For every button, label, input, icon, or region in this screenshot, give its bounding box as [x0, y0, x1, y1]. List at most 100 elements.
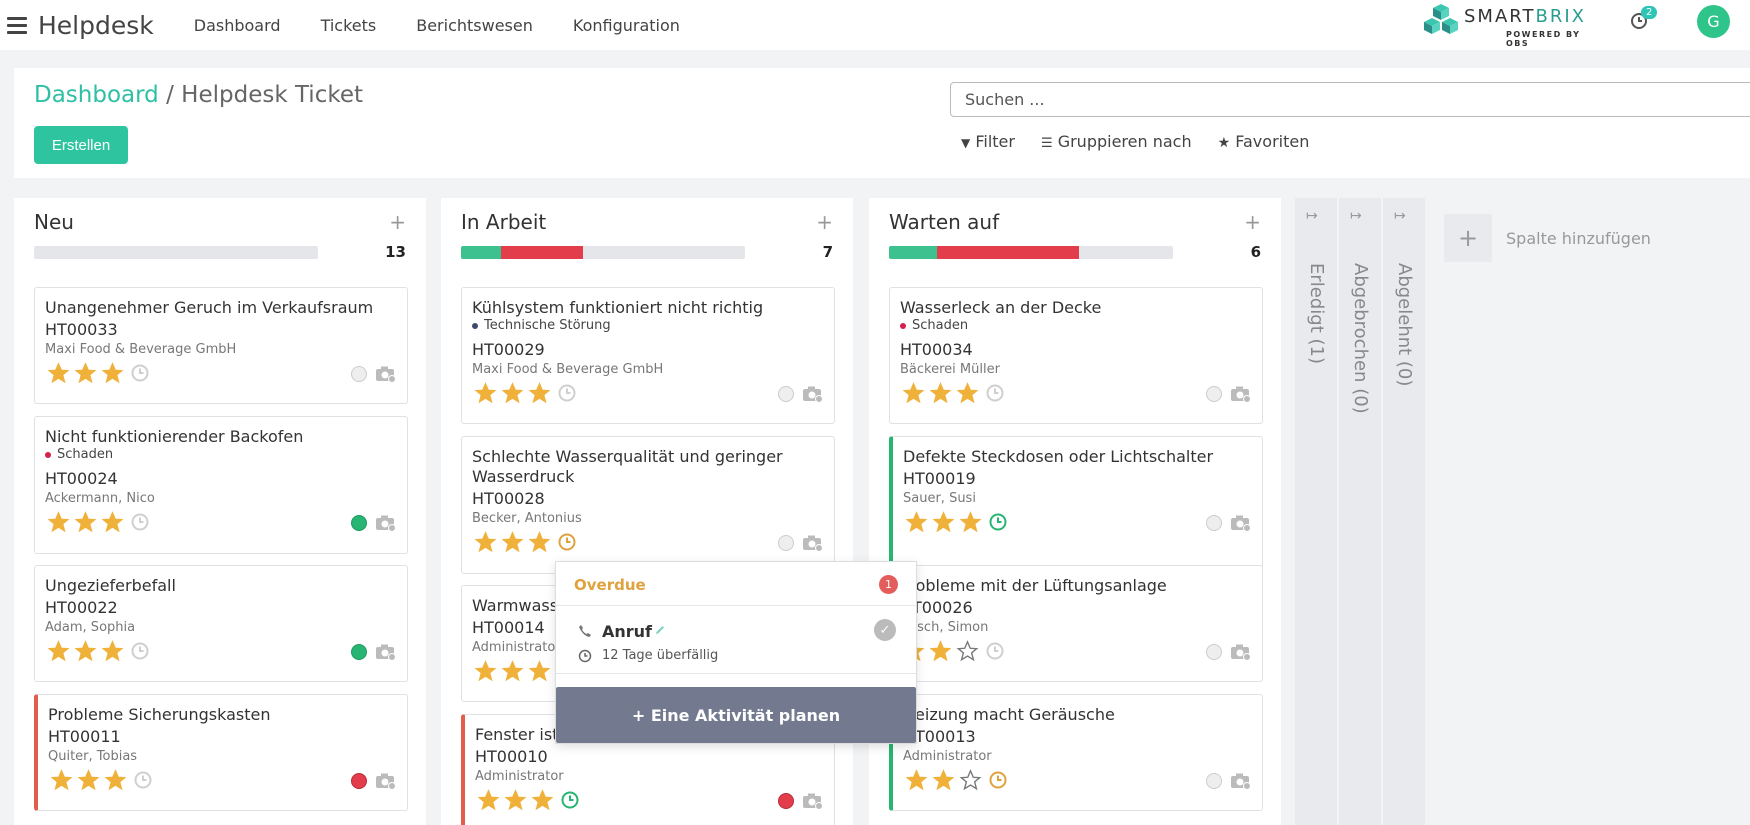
progress-green-segment[interactable]: [461, 246, 501, 259]
ticket-card[interactable]: Kühlsystem funktioniert nicht richtig Tec…: [461, 287, 835, 424]
ticket-card[interactable]: Ungezieferbefall HT00022 Adam, Sophia: [34, 565, 408, 682]
priority-star-icon[interactable]: [102, 769, 129, 791]
priority-star-icon[interactable]: [526, 660, 553, 682]
camera-icon[interactable]: [375, 514, 397, 532]
breadcrumb-dashboard-link[interactable]: Dashboard: [34, 82, 159, 108]
kanban-state-dot[interactable]: [1206, 515, 1222, 531]
priority-star-icon[interactable]: [529, 789, 556, 811]
priority-star-icon[interactable]: [954, 382, 981, 404]
quick-create-plus-icon[interactable]: +: [389, 210, 406, 234]
priority-star-icon[interactable]: [99, 640, 126, 662]
activity-clock-icon[interactable]: [130, 641, 150, 661]
priority-star-icon[interactable]: [99, 362, 126, 384]
priority-star-icon[interactable]: [472, 531, 499, 553]
priority-star-icon[interactable]: [45, 511, 72, 533]
camera-icon[interactable]: [1230, 772, 1252, 790]
priority-star-icon[interactable]: [957, 511, 984, 533]
progress-red-segment[interactable]: [937, 246, 1080, 259]
priority-star-icon[interactable]: [72, 640, 99, 662]
search-box[interactable]: [950, 82, 1750, 117]
folded-column-rejected[interactable]: ↦ Abgelehnt (0): [1383, 198, 1425, 825]
add-column-button[interactable]: + Spalte hinzufügen: [1444, 214, 1651, 262]
ticket-card[interactable]: Wasserleck an der Decke Schaden HT00034 Bäc…: [889, 287, 1263, 424]
column-title[interactable]: In Arbeit: [461, 210, 547, 234]
app-title[interactable]: Helpdesk: [38, 10, 154, 40]
progress-green-segment[interactable]: [889, 246, 938, 259]
column-progress-bar[interactable]: [889, 246, 1173, 259]
column-title[interactable]: Neu: [34, 210, 74, 234]
activity-clock-icon[interactable]: [560, 790, 580, 810]
mark-done-check-icon[interactable]: ✓: [874, 619, 896, 641]
user-avatar[interactable]: G: [1697, 5, 1730, 38]
kanban-state-dot[interactable]: [351, 773, 367, 789]
priority-star-icon[interactable]: [502, 789, 529, 811]
priority-star-icon[interactable]: [499, 531, 526, 553]
activity-clock-icon[interactable]: [985, 383, 1005, 403]
ticket-card[interactable]: Unangenehmer Geruch im Verkaufsraum HT000…: [34, 287, 408, 404]
quick-create-plus-icon[interactable]: +: [816, 210, 833, 234]
kanban-state-dot[interactable]: [778, 793, 794, 809]
column-title[interactable]: Warten auf: [889, 210, 1000, 234]
menu-dashboard[interactable]: Dashboard: [193, 15, 281, 35]
activity-clock-icon[interactable]: [130, 512, 150, 532]
priority-star-icon[interactable]: [45, 362, 72, 384]
priority-star-icon[interactable]: [900, 382, 927, 404]
progress-red-segment[interactable]: [500, 246, 584, 259]
priority-star-icon[interactable]: [927, 382, 954, 404]
activity-clock-icon[interactable]: [988, 512, 1008, 532]
priority-star-icon[interactable]: [499, 660, 526, 682]
camera-icon[interactable]: [375, 643, 397, 661]
kanban-state-dot[interactable]: [1206, 644, 1222, 660]
column-progress-bar[interactable]: [461, 246, 745, 259]
priority-star-icon[interactable]: [903, 511, 930, 533]
activity-clock-icon[interactable]: [557, 383, 577, 403]
kanban-state-dot[interactable]: [1206, 386, 1222, 402]
camera-icon[interactable]: [1230, 643, 1252, 661]
menu-tickets[interactable]: Tickets: [320, 15, 377, 35]
menu-toggle-icon[interactable]: [7, 16, 27, 34]
folded-column-done[interactable]: ↦ Erledigt (1): [1295, 198, 1337, 825]
kanban-state-dot[interactable]: [1206, 773, 1222, 789]
ticket-card[interactable]: Heizung macht Geräusche HT00013 Administra…: [889, 694, 1263, 811]
camera-icon[interactable]: [1230, 514, 1252, 532]
camera-icon[interactable]: [802, 385, 824, 403]
priority-star-icon[interactable]: [930, 511, 957, 533]
priority-star-icon[interactable]: [903, 769, 930, 791]
priority-star-icon[interactable]: [48, 769, 75, 791]
camera-icon[interactable]: [802, 534, 824, 552]
create-button[interactable]: Erstellen: [34, 126, 128, 164]
camera-icon[interactable]: [802, 792, 824, 810]
priority-star-icon[interactable]: [499, 382, 526, 404]
ticket-card[interactable]: Probleme Sicherungskasten HT00011 Quiter, …: [34, 694, 408, 811]
group-by-button[interactable]: ☰ Gruppieren nach: [1040, 132, 1192, 151]
activity-clock-icon[interactable]: [133, 770, 153, 790]
ticket-card[interactable]: Nicht funktionierender Backofen Schaden HT…: [34, 416, 408, 554]
kanban-state-dot[interactable]: [778, 386, 794, 402]
column-progress-bar[interactable]: [34, 246, 318, 259]
priority-star-icon[interactable]: [954, 640, 981, 662]
priority-star-icon[interactable]: [526, 531, 553, 553]
activity-clock-icon[interactable]: [985, 641, 1005, 661]
activity-clock-icon[interactable]: [1629, 9, 1651, 31]
search-input[interactable]: [965, 90, 1665, 109]
priority-star-icon[interactable]: [957, 769, 984, 791]
priority-star-icon[interactable]: [45, 640, 72, 662]
priority-star-icon[interactable]: [927, 640, 954, 662]
filter-button[interactable]: ▼ Filter: [961, 132, 1015, 151]
menu-configuration[interactable]: Konfiguration: [572, 15, 680, 35]
camera-icon[interactable]: [375, 365, 397, 383]
activity-clock-icon[interactable]: [557, 532, 577, 552]
priority-star-icon[interactable]: [72, 511, 99, 533]
priority-star-icon[interactable]: [99, 511, 126, 533]
favorites-button[interactable]: ★ Favoriten: [1217, 132, 1310, 151]
kanban-state-dot[interactable]: [778, 535, 794, 551]
kanban-state-dot[interactable]: [351, 366, 367, 382]
priority-star-icon[interactable]: [475, 789, 502, 811]
priority-star-icon[interactable]: [526, 382, 553, 404]
priority-star-icon[interactable]: [472, 660, 499, 682]
camera-icon[interactable]: [375, 772, 397, 790]
kanban-state-dot[interactable]: [351, 644, 367, 660]
ticket-card[interactable]: Probleme mit der Lüftungsanlage HT00026 Bu…: [889, 565, 1263, 682]
kanban-state-dot[interactable]: [351, 515, 367, 531]
priority-star-icon[interactable]: [75, 769, 102, 791]
